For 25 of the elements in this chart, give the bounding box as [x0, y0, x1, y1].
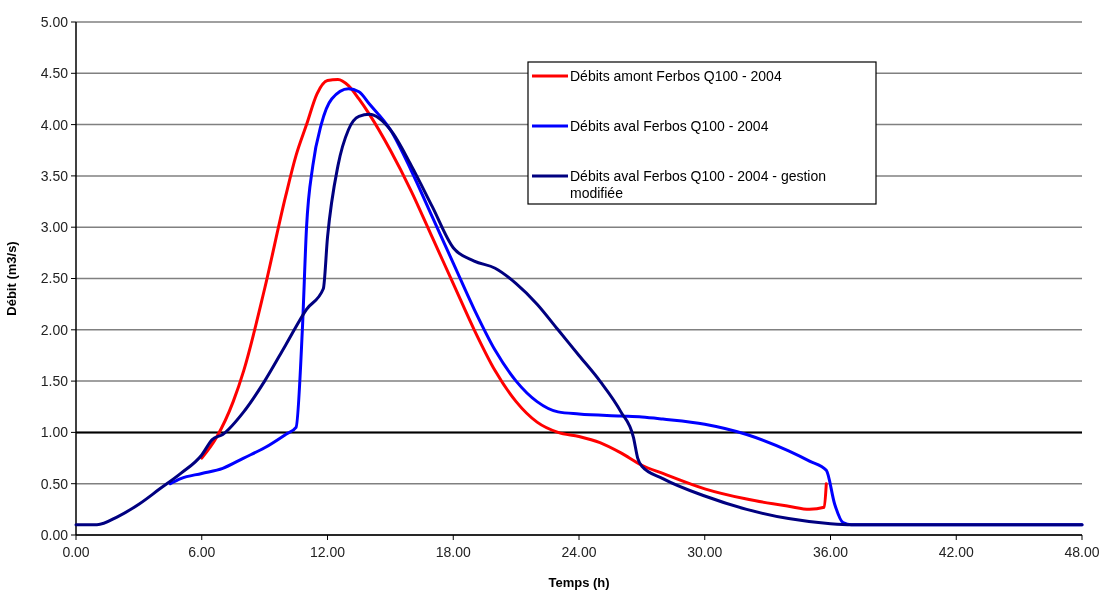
x-tick-label: 24.00 [561, 544, 597, 560]
legend-label: Débits amont Ferbos Q100 - 2004 [570, 67, 782, 84]
y-tick-label: 3.50 [40, 167, 69, 184]
y-tick-label: 1.00 [40, 424, 69, 441]
y-tick-label: 0.00 [40, 526, 69, 543]
y-tick-label: 4.50 [40, 65, 69, 82]
x-tick-label: 30.00 [687, 544, 723, 560]
x-tick-label: 42.00 [938, 544, 974, 560]
y-tick-label: 1.50 [40, 373, 69, 389]
x-tick-label: 36.00 [812, 544, 849, 560]
y-tick-label: 2.50 [40, 270, 69, 287]
legend-label: Débits aval Ferbos Q100 - 2004 [570, 117, 769, 134]
x-tick-label: 18.00 [435, 544, 471, 560]
x-tick-label: 12.00 [309, 544, 346, 560]
y-tick-label: 5.00 [40, 13, 69, 30]
y-tick-label: 4.00 [40, 116, 69, 133]
legend-label: Débits aval Ferbos Q100 - 2004 - gestion modifiée [570, 167, 827, 201]
x-tick-label: 6.00 [188, 544, 216, 560]
y-axis-title: Débit (m3/s) [4, 241, 19, 316]
y-tick-label: 2.00 [40, 321, 69, 338]
x-tick-label: 48.00 [1064, 544, 1100, 560]
y-tick-label: 0.50 [40, 475, 69, 492]
y-tick-label: 3.00 [40, 219, 69, 236]
x-tick-label: 0.00 [62, 544, 90, 560]
x-axis-title: Temps (h) [548, 575, 610, 590]
